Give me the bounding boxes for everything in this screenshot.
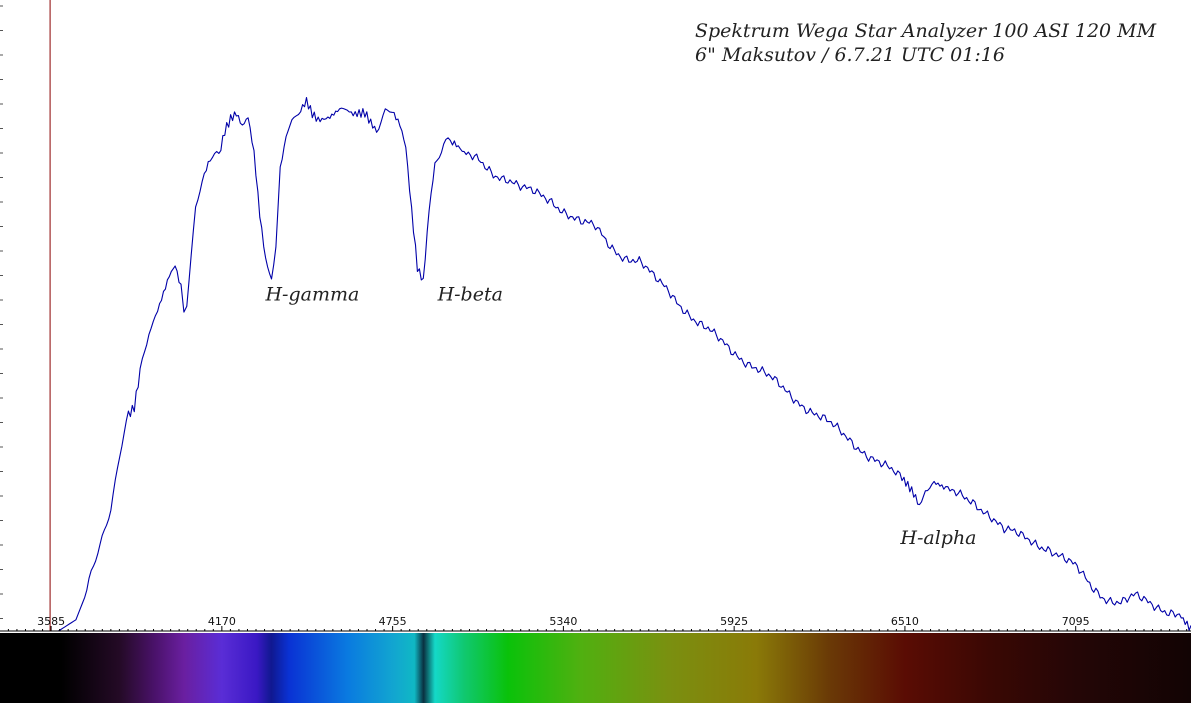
x-tick-label: 5925 (720, 615, 748, 628)
annotation-h-alpha: H-alpha (899, 527, 976, 549)
series-line (58, 96, 1191, 632)
line-annotations: H-gamma H-beta H-alpha (264, 284, 976, 549)
x-tick-label: 6510 (891, 615, 919, 628)
x-tick-label: 5340 (549, 615, 577, 628)
annotation-h-beta: H-beta (437, 284, 503, 306)
chart-title: Spektrum Wega Star Analyzer 100 ASI 120 … (695, 20, 1157, 42)
x-tick-label: 3585 (37, 615, 65, 628)
x-tick-label: 4755 (379, 615, 407, 628)
chart-subtitle: 6" Maksutov / 6.7.21 UTC 01:16 (695, 44, 1005, 66)
x-tick-label: 7095 (1062, 615, 1090, 628)
x-tick-label: 4170 (208, 615, 236, 628)
annotation-h-gamma: H-gamma (264, 284, 359, 306)
left-axis-ticks (0, 5, 3, 619)
x-axis-ticks: 3585 4170 4755 5340 5925 6510 7095 (7, 615, 1188, 631)
spectrum-bar (0, 633, 1191, 703)
